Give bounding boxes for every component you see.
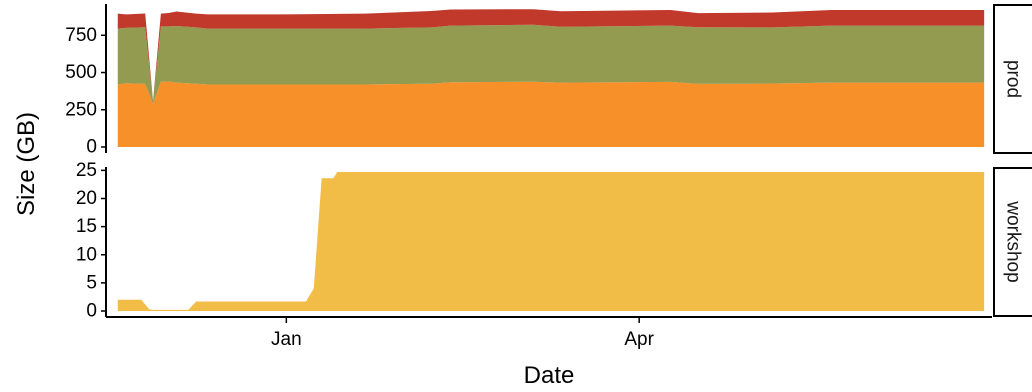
prod-area-series-2 bbox=[117, 24, 985, 104]
x-tick-label: Jan bbox=[271, 329, 302, 350]
y-tick-label: 0 bbox=[86, 301, 97, 322]
strip-label-workshop: workshop bbox=[1003, 200, 1024, 282]
workshop-area-layers bbox=[117, 172, 985, 311]
y-tick-label: 10 bbox=[76, 244, 97, 265]
facet-strip-workshop: workshop bbox=[993, 167, 1032, 317]
y-tick-label: 250 bbox=[65, 99, 97, 120]
y-tick-label: 20 bbox=[76, 188, 97, 209]
x-ticks: Jan Apr bbox=[271, 317, 655, 350]
prod-area-layers bbox=[117, 9, 985, 147]
y-tick-label: 750 bbox=[65, 25, 97, 46]
prod-area-series-3 bbox=[117, 9, 985, 101]
workshop-y-ticks: 0 5 10 15 20 25 bbox=[76, 160, 106, 322]
x-tick-label: Apr bbox=[624, 329, 654, 350]
x-axis-title: Date bbox=[524, 362, 575, 389]
y-tick-label: 15 bbox=[76, 216, 97, 237]
facet-strip-prod: prod bbox=[993, 4, 1032, 154]
x-axis: Jan Apr bbox=[106, 316, 992, 350]
y-tick-label: 5 bbox=[86, 272, 97, 293]
prod-y-ticks: 0 250 500 750 bbox=[65, 25, 106, 158]
prod-area-series-1 bbox=[117, 81, 985, 147]
strip-label-prod: prod bbox=[1003, 60, 1024, 98]
y-axis-title: Size (GB) bbox=[13, 112, 40, 216]
y-tick-label: 0 bbox=[86, 137, 97, 158]
workshop-area-series-1 bbox=[117, 172, 985, 311]
y-tick-label: 500 bbox=[65, 62, 97, 83]
panel-prod: 0 250 500 750 bbox=[65, 4, 985, 158]
panel-workshop: 0 5 10 15 20 25 bbox=[76, 160, 985, 322]
y-tick-label: 25 bbox=[76, 160, 97, 181]
